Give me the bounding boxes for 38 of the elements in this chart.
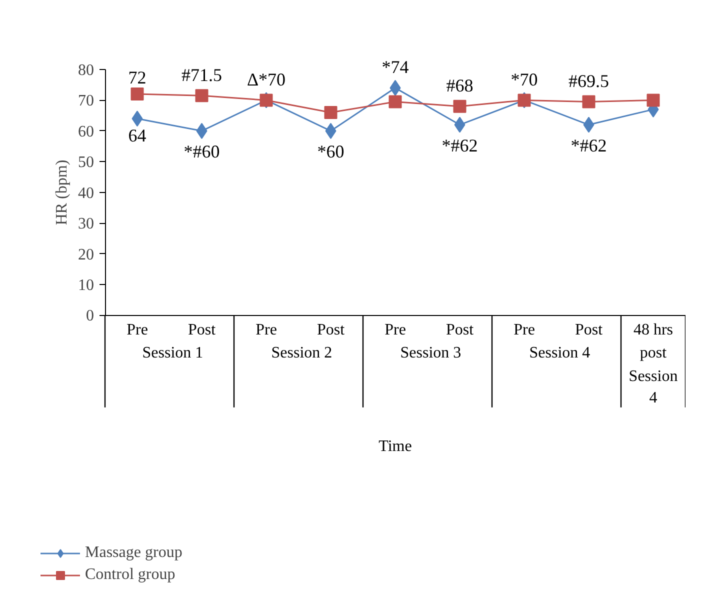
- data-label: *#62: [442, 136, 478, 156]
- x-tick-label: Post: [574, 321, 604, 338]
- y-tick-label: 60: [78, 123, 94, 140]
- x-tick-label: Post: [446, 321, 474, 338]
- text: Session 4: [529, 344, 590, 362]
- x-tick-label: 48 hrs post Session 4: [628, 321, 678, 406]
- legend-label: Control group: [85, 566, 176, 584]
- x-tick-label: Pre: [514, 321, 535, 338]
- data-label: 72: [128, 67, 146, 88]
- text: Session 1: [142, 344, 204, 362]
- y-axis-title: HR (bpm): [54, 160, 70, 226]
- y-tick-label: 70: [78, 92, 94, 110]
- x-tick-label: Pre: [256, 321, 277, 338]
- y-tick-label: 0: [86, 308, 94, 325]
- x-axis-title: Time: [378, 438, 412, 456]
- data-label: *74: [382, 57, 409, 78]
- data-label: #71.5: [182, 64, 222, 85]
- y-tick-label: 80: [78, 62, 94, 79]
- data-label: *70: [510, 69, 538, 90]
- text: Session 3: [400, 344, 462, 362]
- data-label: Δ*70: [246, 69, 286, 90]
- y-tick-label: 10: [78, 277, 94, 294]
- text: Session 2: [271, 344, 332, 362]
- data-label: *60: [317, 142, 344, 162]
- y-tick-label: 20: [78, 246, 94, 264]
- y-tick-label: 40: [78, 184, 94, 202]
- data-label: #68: [446, 76, 474, 96]
- data-label: 64: [128, 125, 146, 146]
- y-tick-label: 50: [78, 154, 94, 172]
- x-tick-label: Pre: [126, 321, 148, 338]
- data-label: #69.5: [568, 70, 609, 91]
- x-tick-label: Post: [188, 321, 216, 338]
- x-tick-label: Post: [316, 321, 346, 338]
- y-tick-label: 30: [78, 216, 94, 233]
- x-tick-label: Pre: [384, 321, 406, 338]
- legend-label: Massage group: [85, 544, 182, 562]
- data-label: *#62: [570, 136, 607, 156]
- data-label: *#60: [184, 142, 220, 162]
